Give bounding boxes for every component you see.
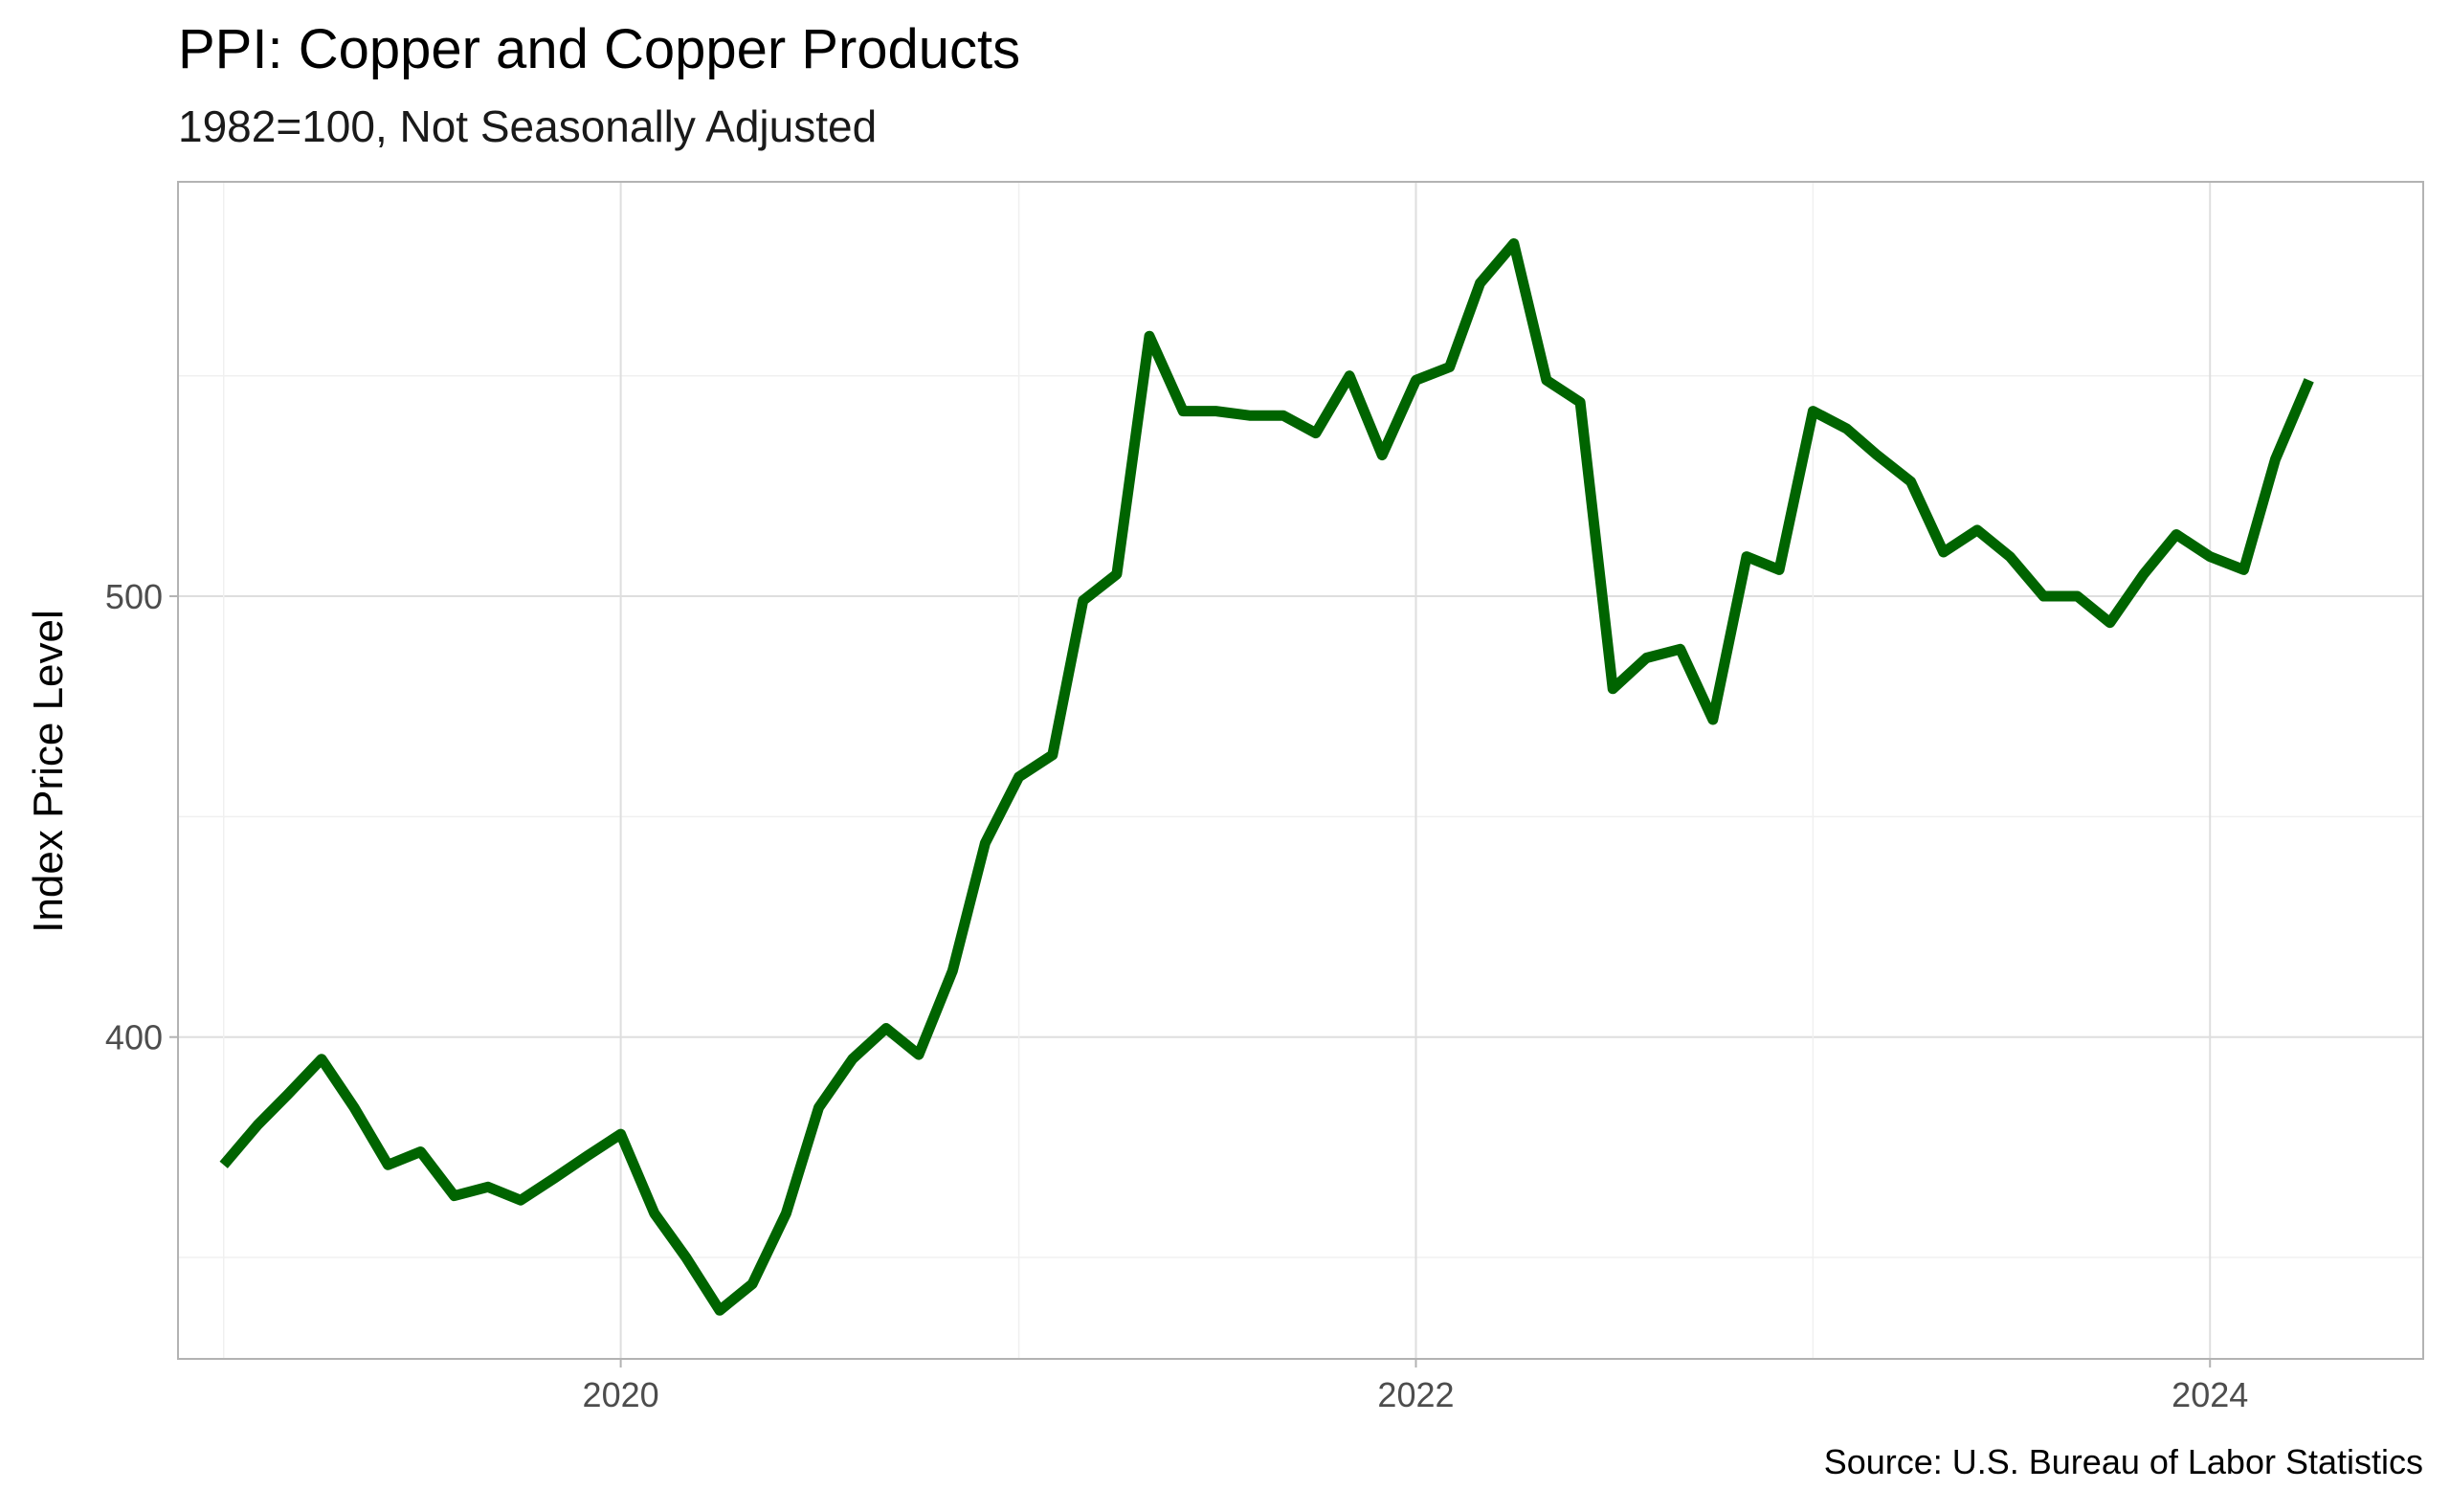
y-axis-title: Index Price Level [25, 610, 72, 933]
series-line [219, 238, 2314, 1316]
chart-title: PPI: Copper and Copper Products [178, 18, 1020, 80]
y-tick-label: 400 [105, 1018, 163, 1057]
y-tick-label: 500 [105, 577, 163, 616]
x-tick-label: 2024 [2172, 1375, 2248, 1414]
axis-ticks: 400 500 2020 2022 2024 [105, 577, 2248, 1414]
series-lines [219, 238, 2314, 1316]
chart-caption: Source: U.S. Bureau of Labor Statistics [1824, 1442, 2423, 1481]
panel-border [177, 181, 2424, 1360]
grid-lines [178, 182, 2423, 1359]
x-tick-label: 2020 [583, 1375, 659, 1414]
chart-subtitle: 1982=100, Not Seasonally Adjusted [178, 101, 877, 151]
x-tick-label: 2022 [1377, 1375, 1454, 1414]
